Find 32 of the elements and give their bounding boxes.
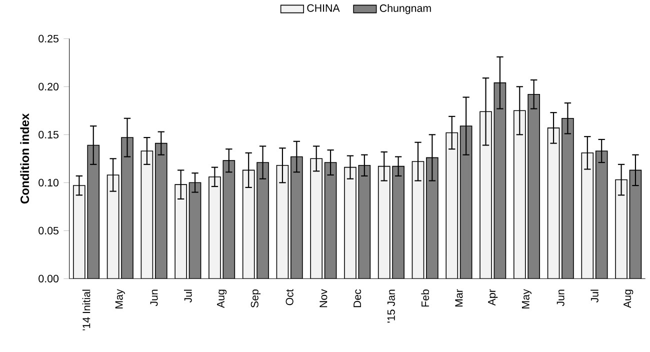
x-tick-label: May [522, 289, 532, 308]
x-tick-label: Oct [286, 289, 294, 306]
x-tick-label: Dec [354, 289, 362, 308]
bar [426, 157, 438, 279]
bar [290, 156, 303, 279]
x-tick-label: Jun [150, 290, 158, 306]
x-tick-label: Jun [556, 290, 564, 306]
bar [446, 132, 458, 279]
x-tick-label: Aug [624, 290, 634, 308]
y-tick-label: 0.20 [38, 82, 59, 90]
x-tick-label: Jul [184, 290, 192, 303]
bar [188, 182, 202, 279]
y-axis-title: Condition index [20, 113, 30, 204]
x-tick-label: Aug [217, 290, 227, 308]
x-tick-label: '14 Initial [82, 290, 90, 330]
y-tick-label: 0.10 [38, 178, 59, 186]
y-tick-label: 0.25 [38, 34, 58, 42]
legend-label: CHINA [307, 4, 340, 12]
y-tick-label: 0.00 [38, 274, 59, 282]
x-tick-label: Feb [421, 290, 430, 307]
x-tick-label: Apr [488, 289, 498, 306]
y-tick-label: 0.15 [38, 130, 58, 138]
x-tick-label: Sep [250, 290, 261, 308]
bar [310, 158, 323, 279]
y-tick-label: 0.05 [38, 226, 58, 234]
legend-label: Chungnam [380, 4, 431, 14]
bar [629, 170, 642, 279]
x-tick-label: Nov [320, 289, 328, 308]
x-tick-label: Mar [455, 289, 463, 307]
x-tick-label: '15 Jan [387, 290, 395, 323]
x-tick-label: May [115, 289, 125, 308]
x-tick-label: Jul [590, 290, 598, 303]
